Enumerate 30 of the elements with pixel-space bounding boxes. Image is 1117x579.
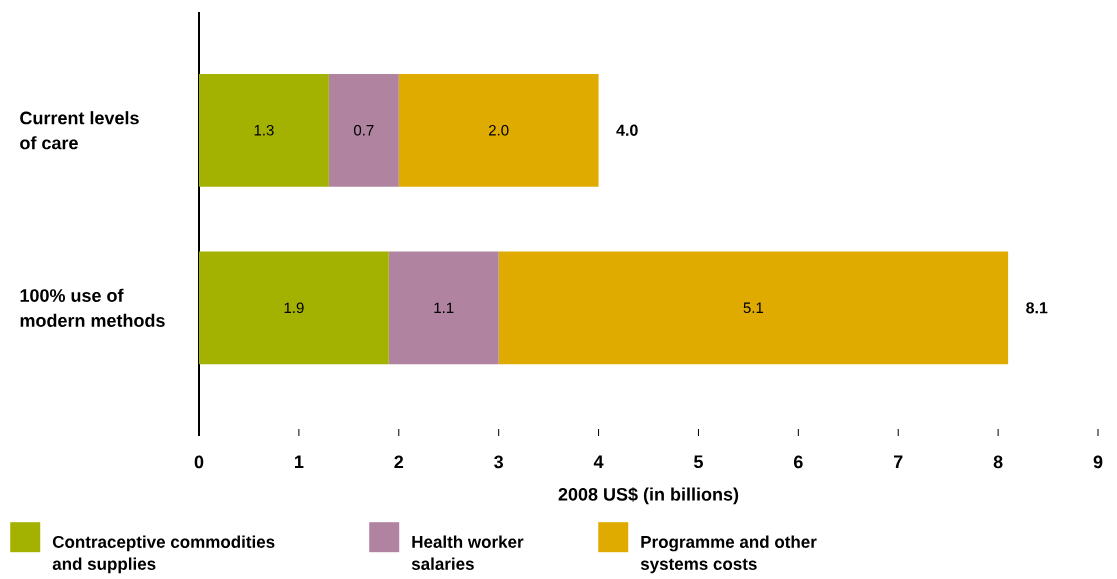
data-label: 5.1 — [743, 302, 764, 314]
bar — [388, 251, 499, 365]
bar — [199, 73, 329, 187]
data-label: 0.7 — [353, 124, 374, 136]
x-tick-label: 0 — [194, 455, 204, 469]
x-tick-label: 2 — [394, 455, 404, 469]
x-tick-label: 7 — [893, 455, 903, 468]
legend-label: Programme and other systems costs — [640, 535, 817, 574]
x-axis-title: 2008 US$ (in billions) — [558, 487, 739, 505]
x-tick-label: 4 — [593, 455, 604, 468]
x-tick-label: 3 — [494, 455, 504, 469]
bar — [328, 73, 399, 187]
total-label: 4.0 — [616, 124, 638, 136]
total-label: 8.1 — [1026, 302, 1048, 314]
legend-label: Contraceptive commodities and supplies — [52, 535, 275, 574]
bar — [498, 251, 1009, 365]
x-tick-label: 5 — [693, 455, 703, 469]
data-label: 1.1 — [434, 302, 454, 313]
bar — [398, 73, 599, 187]
data-label: 1.3 — [254, 124, 274, 136]
legend-label: Health worker salaries — [411, 535, 524, 570]
data-label: 2.0 — [489, 124, 509, 136]
y-tick-label: Current levels of care — [20, 111, 139, 150]
y-tick-label: 100% use of modern methods — [20, 288, 165, 327]
x-tick-label: 1 — [295, 455, 304, 468]
data-label: 1.9 — [284, 302, 304, 314]
x-tick-label: 9 — [1093, 455, 1103, 469]
x-tick-label: 8 — [993, 455, 1003, 469]
bar — [199, 251, 389, 365]
x-tick-label: 6 — [793, 455, 803, 469]
